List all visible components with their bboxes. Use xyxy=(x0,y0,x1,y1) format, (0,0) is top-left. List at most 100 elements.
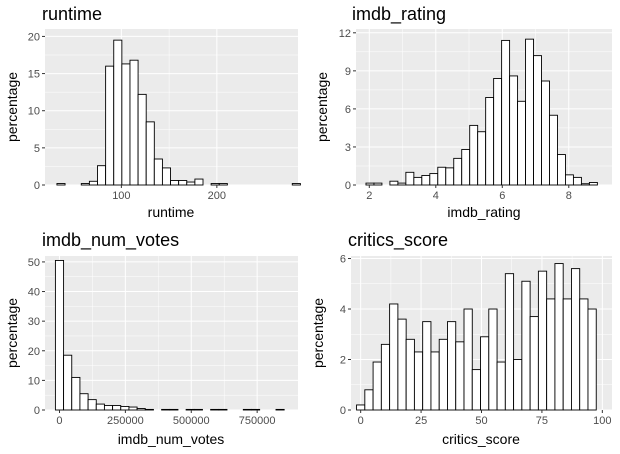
histogram-bar xyxy=(97,165,107,186)
x-ticks: 0 25 50 75 100 xyxy=(358,410,612,427)
x-tick-label: 2 xyxy=(366,190,372,202)
y-tick-label: 0 xyxy=(34,180,40,192)
histogram-bar xyxy=(356,404,366,411)
panel-title: runtime xyxy=(42,4,102,24)
histogram-bar xyxy=(509,75,519,186)
histogram-bar xyxy=(554,263,564,411)
x-axis-title: runtime xyxy=(148,204,195,220)
histogram-bars xyxy=(54,259,285,411)
histogram-bar xyxy=(79,393,89,411)
histogram-bar xyxy=(185,408,195,411)
x-tick-label: 4 xyxy=(433,190,439,202)
y-tick-label: 40 xyxy=(28,287,40,299)
y-tick-label: 0 xyxy=(345,180,351,192)
histogram-bar xyxy=(429,173,439,186)
y-ticks: 0 2 4 6 xyxy=(340,254,351,417)
x-tick-label: 0 xyxy=(358,415,364,427)
histogram-bar xyxy=(365,182,375,186)
x-axis-title: imdb_rating xyxy=(447,204,520,220)
histogram-bar xyxy=(517,100,527,186)
histogram-bars xyxy=(365,38,598,186)
histogram-bar xyxy=(493,78,503,186)
x-ticks: 0 250000 500000 750000 xyxy=(56,410,276,427)
histogram-bar xyxy=(557,154,566,186)
histogram-bar xyxy=(525,38,534,186)
histogram-bar xyxy=(397,182,407,186)
y-tick-label: 3 xyxy=(345,142,351,154)
histogram-bar xyxy=(513,359,523,411)
histogram-bar xyxy=(54,259,65,411)
histogram-bar xyxy=(169,408,179,411)
histogram-bar xyxy=(136,408,146,411)
histogram-bar xyxy=(463,308,473,411)
y-axis-title: percentage xyxy=(4,298,20,368)
histogram-bar xyxy=(565,174,574,186)
histogram-bar xyxy=(87,399,97,411)
histogram-bar xyxy=(218,408,228,411)
y-tick-label: 12 xyxy=(339,28,351,40)
histogram-bar xyxy=(389,180,399,186)
histogram-bar xyxy=(587,308,597,411)
x-tick-label: 200 xyxy=(208,190,226,202)
histogram-bar xyxy=(380,343,391,411)
y-tick-label: 50 xyxy=(28,257,40,269)
y-tick-label: 15 xyxy=(28,69,40,81)
histogram-bar xyxy=(153,158,163,186)
y-tick-label: 6 xyxy=(340,254,346,266)
histogram-bar xyxy=(469,124,479,186)
y-tick-label: 0 xyxy=(34,405,40,417)
histogram-bar xyxy=(537,270,548,411)
histogram-bar xyxy=(572,176,582,186)
y-tick-label: 20 xyxy=(28,31,40,43)
y-ticks: 0 3 6 9 12 xyxy=(339,28,356,192)
histogram-bar xyxy=(56,183,66,186)
histogram-bar xyxy=(438,338,448,411)
histogram-bar xyxy=(186,181,196,186)
histogram-bar xyxy=(546,298,556,411)
histogram-bar xyxy=(364,389,374,411)
histogram-bar xyxy=(113,39,123,186)
histogram-bar xyxy=(145,121,155,186)
y-axis-title: percentage xyxy=(314,72,330,142)
x-tick-label: 750000 xyxy=(239,415,276,427)
plot-background xyxy=(45,256,298,410)
histogram-bar xyxy=(471,369,481,411)
panel-title: critics_score xyxy=(348,230,448,251)
histogram-bar xyxy=(71,376,81,411)
histogram-bar xyxy=(521,280,531,411)
histogram-bar xyxy=(137,93,147,186)
x-tick-label: 50 xyxy=(475,415,487,427)
histogram-bar xyxy=(430,351,440,411)
histogram-bar xyxy=(570,268,581,411)
x-tick-label: 100 xyxy=(112,190,130,202)
y-tick-label: 30 xyxy=(28,316,40,328)
histogram-bar xyxy=(218,183,228,186)
histogram-bar xyxy=(80,183,90,186)
histogram-bar xyxy=(161,167,171,186)
y-tick-label: 4 xyxy=(340,304,346,316)
x-tick-label: 8 xyxy=(566,190,572,202)
panel-critics-score: critics_score 0 2 4 6 0 25 50 75 100 critics_sc… xyxy=(310,230,612,447)
histogram-bar xyxy=(121,63,131,186)
histogram-bar xyxy=(562,298,572,411)
histogram-bar xyxy=(437,166,447,186)
y-tick-label: 9 xyxy=(345,66,351,78)
histogram-bar xyxy=(275,408,285,411)
y-tick-label: 0 xyxy=(340,405,346,417)
histogram-bar xyxy=(389,303,399,411)
histogram-bar xyxy=(588,182,598,186)
histogram-bar xyxy=(455,341,465,411)
histogram-bar xyxy=(63,354,73,411)
histogram-bar xyxy=(477,131,487,186)
histogram-bar xyxy=(210,408,220,411)
panel-title: imdb_rating xyxy=(352,4,446,25)
x-tick-label: 0 xyxy=(56,415,62,427)
histogram-bar xyxy=(372,361,382,411)
histogram-bar xyxy=(533,55,542,186)
y-tick-label: 10 xyxy=(28,106,40,118)
histogram-bar xyxy=(413,176,423,186)
x-tick-label: 75 xyxy=(536,415,548,427)
y-ticks: 0 10 20 30 40 50 xyxy=(28,257,45,417)
panel-runtime: runtime 0 5 10 15 20 100 200 runtime percenta… xyxy=(4,4,301,220)
